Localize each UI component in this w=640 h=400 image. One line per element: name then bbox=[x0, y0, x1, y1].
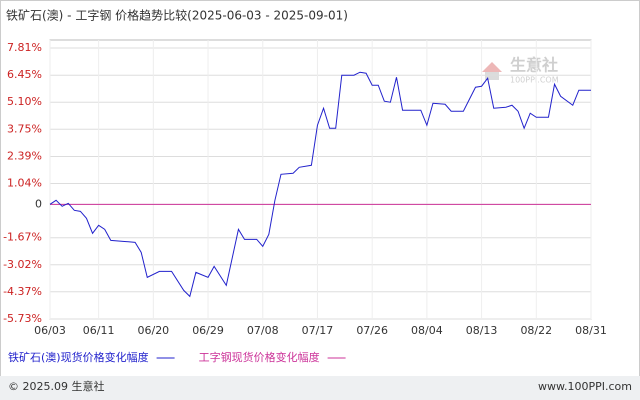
y-tick-label: -3.02% bbox=[3, 258, 42, 271]
x-tick-label: 07/08 bbox=[247, 324, 279, 337]
y-tick-label: -1.67% bbox=[3, 231, 42, 244]
x-tick-label: 08/13 bbox=[466, 324, 498, 337]
y-tick-label: 0 bbox=[35, 197, 42, 210]
y-tick-label: 7.81% bbox=[7, 41, 42, 54]
x-tick-label: 06/03 bbox=[34, 324, 66, 337]
y-tick-label: 2.39% bbox=[7, 149, 42, 162]
x-tick-label: 07/26 bbox=[356, 324, 388, 337]
watermark-site: 100PPI.COM bbox=[510, 76, 559, 85]
watermark-logo-base bbox=[485, 72, 499, 80]
y-tick-label: 1.04% bbox=[7, 177, 42, 190]
footer-site: www.100PPI.com bbox=[538, 380, 632, 393]
x-tick-label: 06/11 bbox=[83, 324, 115, 337]
chart-title: 铁矿石(澳) - 工字钢 价格趋势比较(2025-06-03 - 2025-09… bbox=[6, 8, 348, 23]
footer-bar bbox=[0, 376, 640, 400]
plot-area bbox=[49, 39, 592, 320]
y-tick-label: -5.73% bbox=[3, 312, 42, 325]
legend-label: 铁矿石(澳)现货价格变化幅度 bbox=[8, 350, 149, 364]
x-tick-label: 07/17 bbox=[302, 324, 334, 337]
x-tick-label: 08/04 bbox=[411, 324, 443, 337]
data-line bbox=[49, 71, 591, 298]
y-tick-label: -4.37% bbox=[3, 285, 42, 298]
y-tick-label: 5.10% bbox=[7, 95, 42, 108]
footer-copyright: © 2025.09 生意社 bbox=[8, 379, 104, 393]
x-tick-label: 08/31 bbox=[575, 324, 607, 337]
x-tick-label: 06/29 bbox=[192, 324, 224, 337]
watermark-logo bbox=[482, 62, 502, 72]
watermark: 生意社 100PPI.COM bbox=[482, 56, 559, 85]
x-tick-label: 08/22 bbox=[520, 324, 552, 337]
y-tick-label: 6.45% bbox=[7, 68, 42, 81]
watermark-name: 生意社 bbox=[510, 56, 558, 75]
legend-label: 工字钢现货价格变化幅度 bbox=[199, 350, 320, 364]
y-tick-label: 3.75% bbox=[7, 122, 42, 135]
x-tick-label: 06/20 bbox=[137, 324, 169, 337]
